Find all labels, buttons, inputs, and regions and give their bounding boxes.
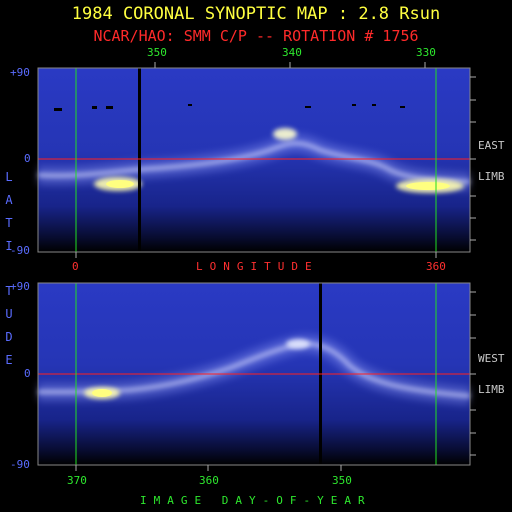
- latitude-letter: D: [5, 330, 13, 344]
- longitude-axis-label: LONGITUDE: [196, 260, 319, 273]
- bottom-lat-tick-minus90: -90: [10, 458, 30, 471]
- top-lat-tick-plus90: +90: [10, 66, 30, 79]
- longitude-tick-360: 360: [426, 260, 446, 273]
- top-panel-map: [37, 67, 471, 253]
- bottom-side-label-limb: LIMB: [478, 383, 505, 396]
- day-tick-370: 370: [67, 474, 87, 487]
- map-subtitle: NCAR/HAO: SMM C/P -- ROTATION # 1756: [93, 27, 419, 45]
- latitude-letter: T: [5, 284, 13, 298]
- latitude-letter: T: [5, 216, 13, 230]
- bottom-lat-tick-plus90: +90: [10, 280, 30, 293]
- top-side-label-limb: LIMB: [478, 170, 505, 183]
- tick-marks: [75, 62, 476, 471]
- latitude-letter: E: [5, 353, 13, 367]
- top-lat-tick-minus90: -90: [10, 244, 30, 257]
- bottom-side-label-west: WEST: [478, 352, 505, 365]
- longitude-tick-0: 0: [72, 260, 79, 273]
- bottom-lat-tick-0: 0: [24, 367, 31, 380]
- day-tick-350: 350: [332, 474, 352, 487]
- latitude-letter: U: [5, 307, 13, 321]
- latitude-letter: I: [5, 239, 13, 253]
- latitude-letter: L: [5, 170, 13, 184]
- latitude-letter: A: [5, 193, 13, 207]
- top-longitude-tick-330: 330: [416, 46, 436, 59]
- top-longitude-tick-350: 350: [147, 46, 167, 59]
- bottom-panel-map: [37, 282, 471, 466]
- top-lat-tick-0: 0: [24, 152, 31, 165]
- top-longitude-tick-340: 340: [282, 46, 302, 59]
- day-tick-360: 360: [199, 474, 219, 487]
- day-of-year-axis-label: IMAGE DAY-OF-YEAR: [140, 494, 372, 507]
- map-title: 1984 CORONAL SYNOPTIC MAP : 2.8 Rsun: [71, 4, 441, 24]
- top-side-label-east: EAST: [478, 139, 505, 152]
